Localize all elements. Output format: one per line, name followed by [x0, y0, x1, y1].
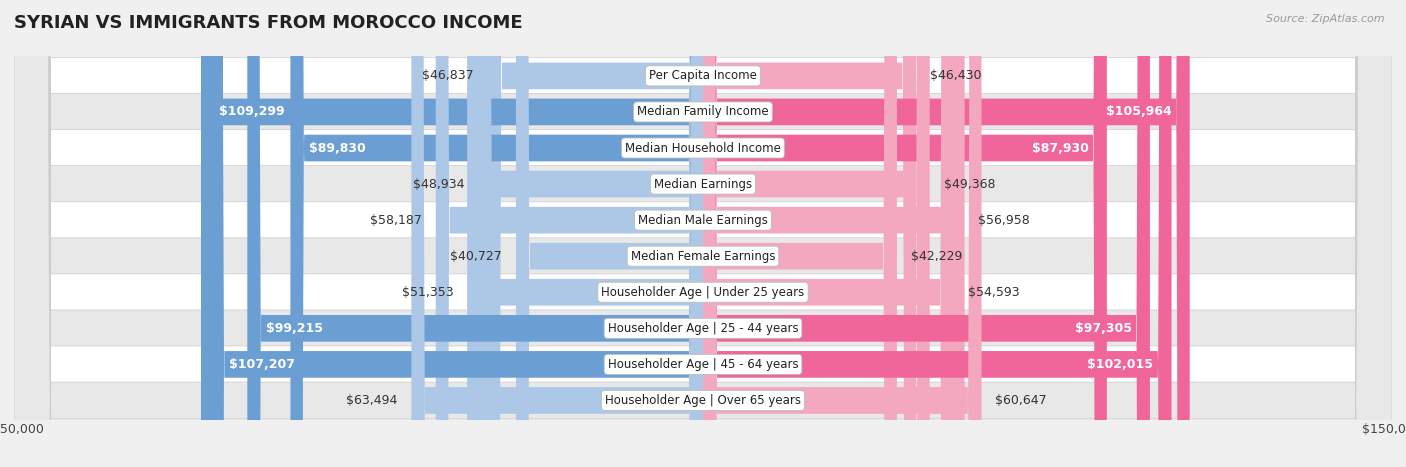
FancyBboxPatch shape — [478, 0, 703, 467]
FancyBboxPatch shape — [703, 0, 981, 467]
FancyBboxPatch shape — [291, 0, 703, 467]
Text: $42,229: $42,229 — [911, 250, 962, 263]
FancyBboxPatch shape — [14, 0, 1392, 467]
Text: $46,837: $46,837 — [422, 70, 474, 82]
Text: $46,430: $46,430 — [929, 70, 981, 82]
FancyBboxPatch shape — [703, 0, 917, 467]
Text: Householder Age | 25 - 44 years: Householder Age | 25 - 44 years — [607, 322, 799, 335]
Text: Median Family Income: Median Family Income — [637, 106, 769, 119]
FancyBboxPatch shape — [703, 0, 929, 467]
Text: $49,368: $49,368 — [943, 177, 995, 191]
FancyBboxPatch shape — [488, 0, 703, 467]
FancyBboxPatch shape — [703, 0, 1171, 467]
FancyBboxPatch shape — [703, 0, 897, 467]
FancyBboxPatch shape — [703, 0, 1150, 467]
Text: $87,930: $87,930 — [1032, 142, 1088, 155]
Text: $56,958: $56,958 — [979, 213, 1031, 226]
FancyBboxPatch shape — [14, 0, 1392, 467]
Text: Householder Age | Under 25 years: Householder Age | Under 25 years — [602, 286, 804, 299]
FancyBboxPatch shape — [14, 0, 1392, 467]
Text: SYRIAN VS IMMIGRANTS FROM MOROCCO INCOME: SYRIAN VS IMMIGRANTS FROM MOROCCO INCOME — [14, 14, 523, 32]
Text: $109,299: $109,299 — [219, 106, 285, 119]
Text: Median Male Earnings: Median Male Earnings — [638, 213, 768, 226]
FancyBboxPatch shape — [703, 0, 953, 467]
FancyBboxPatch shape — [14, 0, 1392, 467]
Text: Median Earnings: Median Earnings — [654, 177, 752, 191]
FancyBboxPatch shape — [14, 0, 1392, 467]
FancyBboxPatch shape — [201, 0, 703, 467]
FancyBboxPatch shape — [412, 0, 703, 467]
FancyBboxPatch shape — [14, 0, 1392, 467]
Text: $89,830: $89,830 — [309, 142, 366, 155]
Text: Median Household Income: Median Household Income — [626, 142, 780, 155]
Text: $97,305: $97,305 — [1074, 322, 1132, 335]
Text: $99,215: $99,215 — [266, 322, 323, 335]
FancyBboxPatch shape — [14, 0, 1392, 467]
Text: $58,187: $58,187 — [370, 213, 422, 226]
Text: Householder Age | Over 65 years: Householder Age | Over 65 years — [605, 394, 801, 407]
Text: $60,647: $60,647 — [995, 394, 1047, 407]
Text: $51,353: $51,353 — [402, 286, 453, 299]
Text: $102,015: $102,015 — [1087, 358, 1153, 371]
Text: $54,593: $54,593 — [967, 286, 1019, 299]
FancyBboxPatch shape — [436, 0, 703, 467]
Text: Householder Age | 45 - 64 years: Householder Age | 45 - 64 years — [607, 358, 799, 371]
Text: Source: ZipAtlas.com: Source: ZipAtlas.com — [1267, 14, 1385, 24]
FancyBboxPatch shape — [703, 0, 965, 467]
FancyBboxPatch shape — [14, 0, 1392, 467]
Text: $40,727: $40,727 — [450, 250, 502, 263]
Text: Per Capita Income: Per Capita Income — [650, 70, 756, 82]
Text: $63,494: $63,494 — [346, 394, 398, 407]
FancyBboxPatch shape — [211, 0, 703, 467]
FancyBboxPatch shape — [467, 0, 703, 467]
FancyBboxPatch shape — [703, 0, 1189, 467]
Text: Median Female Earnings: Median Female Earnings — [631, 250, 775, 263]
FancyBboxPatch shape — [14, 0, 1392, 467]
FancyBboxPatch shape — [14, 0, 1392, 467]
FancyBboxPatch shape — [247, 0, 703, 467]
Text: $48,934: $48,934 — [413, 177, 464, 191]
Text: $105,964: $105,964 — [1105, 106, 1171, 119]
FancyBboxPatch shape — [516, 0, 703, 467]
FancyBboxPatch shape — [703, 0, 1107, 467]
Text: $107,207: $107,207 — [229, 358, 295, 371]
